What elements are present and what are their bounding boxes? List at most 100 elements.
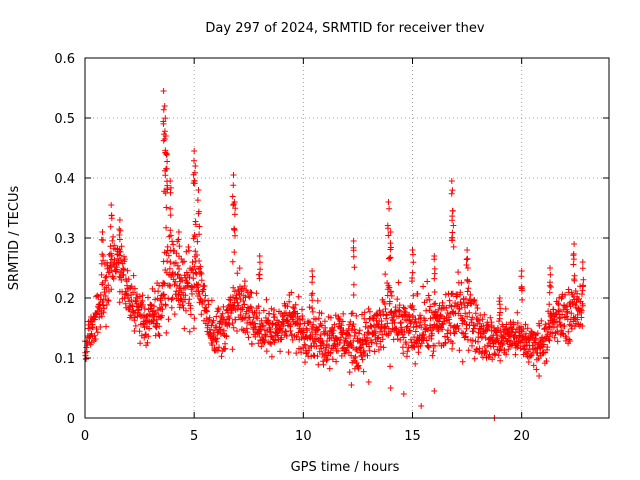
- data-point: [367, 323, 374, 330]
- data-point: [128, 297, 135, 304]
- data-point: [205, 301, 212, 308]
- data-point: [402, 309, 409, 316]
- data-point: [145, 333, 152, 340]
- data-point: [137, 340, 144, 347]
- data-point: [350, 321, 357, 328]
- data-point: [167, 232, 174, 239]
- data-point: [327, 349, 334, 356]
- data-point: [546, 301, 553, 308]
- data-point: [132, 322, 139, 329]
- data-point: [139, 297, 146, 304]
- data-point: [448, 190, 455, 197]
- data-point: [450, 243, 457, 250]
- data-point: [202, 292, 209, 299]
- data-point: [346, 369, 353, 376]
- data-point: [386, 255, 392, 262]
- data-point: [329, 330, 336, 337]
- data-point: [314, 353, 321, 360]
- data-point: [456, 347, 463, 354]
- data-point: [469, 337, 476, 344]
- data-point: [92, 336, 99, 342]
- data-point: [401, 328, 408, 335]
- data-point: [476, 345, 483, 352]
- data-point: [103, 273, 110, 280]
- data-point: [449, 345, 456, 352]
- data-point: [306, 347, 313, 354]
- data-point: [232, 316, 239, 323]
- data-point: [339, 318, 346, 325]
- data-point: [186, 274, 193, 281]
- data-point: [156, 323, 163, 330]
- data-point: [502, 305, 509, 312]
- data-point: [102, 274, 109, 281]
- data-point: [231, 288, 238, 295]
- data-point: [215, 306, 222, 313]
- data-point: [572, 288, 579, 294]
- data-point: [229, 193, 236, 200]
- data-point: [108, 252, 114, 259]
- data-point: [179, 259, 186, 266]
- data-point: [204, 308, 210, 315]
- data-point: [463, 321, 470, 328]
- data-point: [360, 368, 367, 375]
- data-point: [241, 301, 248, 308]
- data-point: [399, 344, 406, 351]
- data-point: [553, 318, 560, 325]
- data-point: [151, 303, 157, 310]
- data-point: [345, 325, 352, 332]
- data-point: [324, 356, 331, 363]
- data-point: [359, 356, 366, 363]
- data-point: [160, 88, 167, 94]
- data-point: [503, 351, 510, 358]
- data-point: [187, 311, 194, 318]
- data-point: [189, 290, 195, 297]
- data-point: [249, 341, 255, 348]
- data-point: [579, 259, 586, 265]
- data-point: [442, 339, 449, 346]
- data-point: [283, 328, 290, 335]
- data-point: [465, 347, 472, 354]
- data-point: [260, 307, 267, 314]
- data-point: [551, 334, 558, 341]
- data-point: [94, 329, 101, 336]
- data-point: [163, 165, 170, 172]
- data-point: [193, 252, 200, 258]
- data-point: [327, 314, 334, 321]
- data-point: [487, 314, 494, 321]
- data-point: [235, 302, 242, 309]
- data-point: [379, 336, 386, 343]
- data-point: [401, 305, 408, 312]
- data-point: [425, 344, 432, 351]
- data-point: [96, 314, 103, 321]
- data-point: [579, 291, 585, 298]
- data-point: [410, 251, 416, 258]
- data-point: [409, 302, 416, 309]
- data-point: [116, 252, 123, 259]
- data-point: [371, 348, 378, 355]
- data-point: [131, 328, 138, 334]
- data-point: [363, 340, 370, 346]
- data-point: [166, 265, 173, 272]
- data-point: [514, 344, 521, 351]
- data-point: [379, 331, 386, 338]
- data-point: [246, 294, 253, 301]
- data-point: [431, 388, 438, 394]
- data-point: [366, 347, 373, 354]
- data-point: [316, 323, 323, 330]
- data-point: [185, 282, 192, 289]
- data-point: [162, 133, 169, 139]
- data-point: [365, 305, 372, 312]
- data-point: [244, 329, 251, 336]
- data-point: [300, 329, 307, 336]
- data-point: [239, 304, 246, 311]
- data-point: [108, 215, 115, 222]
- data-point: [194, 238, 201, 245]
- data-point: [462, 310, 469, 317]
- data-point: [236, 291, 243, 298]
- data-point: [102, 293, 109, 299]
- data-point: [214, 329, 221, 336]
- data-point: [556, 307, 563, 314]
- data-point: [230, 172, 237, 178]
- data-point: [434, 317, 441, 324]
- data-point: [368, 339, 375, 346]
